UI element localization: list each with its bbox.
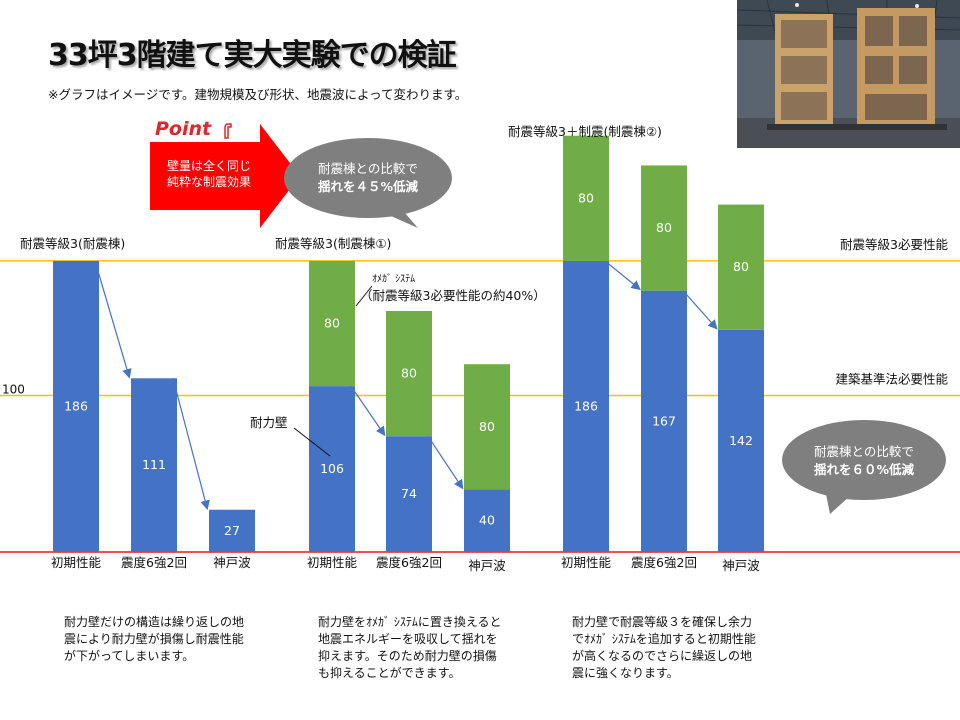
point-label: Point <box>155 118 233 140</box>
data-label: 74 <box>401 486 417 501</box>
data-label: 40 <box>479 513 495 528</box>
x-tick-label: 震度6強2回 <box>121 555 187 570</box>
explanation-1: 耐力壁だけの構造は繰り返しの地震により耐力壁が損傷し耐震性能が下がってしまいます… <box>64 615 245 663</box>
data-label: 27 <box>224 523 240 538</box>
trend-arrow <box>172 378 210 511</box>
bar-segment <box>641 165 687 291</box>
x-tick-label: 震度6強2回 <box>376 555 442 570</box>
data-label: 106 <box>320 461 344 476</box>
bar-segment <box>309 386 355 552</box>
group-title: 耐震等級3(制震棟①) <box>275 236 391 251</box>
page-title: 33坪3階建て実大実験での検証 <box>48 38 457 73</box>
bubble-1-text: 耐震棟との比較で 揺れを４５%低減 <box>290 160 446 196</box>
data-label: 80 <box>578 190 594 205</box>
data-label: 111 <box>142 457 166 472</box>
x-tick-label: 震度6強2回 <box>631 555 697 570</box>
x-tick-label: 神戸波 <box>722 558 760 573</box>
x-tick-label: 神戸波 <box>468 558 506 573</box>
trend-arrow <box>350 385 386 437</box>
chart-note: ※グラフはイメージです。建物規模及び形状、地震波によって変わります。 <box>48 87 468 102</box>
bar-segment <box>718 329 764 552</box>
bubble-1-line2: 揺れを４５%低減 <box>317 179 419 194</box>
data-label: 80 <box>401 366 417 381</box>
bubble-2-line1: 耐震棟との比較で <box>814 444 914 459</box>
point-arrow-text: 壁量は全く同じ 純粋な制震効果 <box>167 159 252 189</box>
speech-bubble-1 <box>284 138 452 228</box>
group-title: 耐震等級3(耐震棟) <box>20 236 125 251</box>
reference-line-label: 建築基準法必要性能 <box>835 372 948 387</box>
data-label: 186 <box>64 398 88 413</box>
test-building-photo <box>737 0 960 148</box>
data-label: 80 <box>324 316 340 331</box>
x-tick-label: 初期性能 <box>307 555 358 570</box>
data-label: 167 <box>652 413 676 428</box>
bubble-2-line2: 揺れを６０%低減 <box>813 462 915 477</box>
bar-segment <box>464 489 510 552</box>
bar-segment <box>309 260 355 387</box>
omega-system-sublabel: （耐震等級3必要性能の約40%） <box>360 288 546 303</box>
bar-segment <box>209 509 255 552</box>
x-tick-label: 初期性能 <box>51 555 102 570</box>
bar-segment <box>53 260 99 552</box>
omega-system-label: ｵﾒｶﾞ ｼｽﾃﾑ <box>372 273 415 285</box>
bar-segment <box>464 364 510 490</box>
bar-segment <box>131 378 177 552</box>
x-tick-label: 初期性能 <box>561 555 612 570</box>
data-label: 142 <box>729 433 753 448</box>
bar-segment <box>641 290 687 552</box>
reference-line-label: 耐震等級3必要性能 <box>840 237 948 252</box>
data-label: 80 <box>479 419 495 434</box>
speech-bubble-2 <box>782 420 946 514</box>
pointer-icon <box>222 122 233 139</box>
trend-arrow <box>682 290 718 330</box>
bar-segment <box>386 436 432 552</box>
trend-arrow <box>604 260 641 291</box>
trend-arrow <box>427 435 464 490</box>
explanation-2: 耐力壁をｵﾒｶﾞ ｼｽﾃﾑに置き換えると地震エネルギーを吸収して揺れを抑えます。… <box>318 615 502 680</box>
bubble-1-line1: 耐震棟との比較で <box>318 161 418 176</box>
explanation-3: 耐力壁で耐震等級３を確保し余力でｵﾒｶﾞ ｼｽﾃﾑを追加すると初期性能が高くなる… <box>572 615 756 680</box>
data-label: 80 <box>656 220 672 235</box>
data-label: 186 <box>574 398 598 413</box>
bar-segment <box>718 204 764 330</box>
y-axis-label: 100 <box>2 383 25 397</box>
wall-callout-line <box>293 427 331 457</box>
x-tick-label: 神戸波 <box>213 555 251 570</box>
bar-segment <box>563 135 609 261</box>
bubble-2-text: 耐震棟との比較で 揺れを６０%低減 <box>786 443 942 479</box>
omega-callout-line <box>355 285 373 307</box>
point-arrow <box>150 124 300 228</box>
wall-label: 耐力壁 <box>250 415 288 430</box>
data-label: 80 <box>733 259 749 274</box>
group-title: 耐震等級3＋制震(制震棟②) <box>508 124 662 139</box>
bar-segment <box>386 310 432 437</box>
bar-segment <box>563 260 609 552</box>
point-label-text: Point <box>155 118 212 140</box>
trend-arrow <box>94 260 132 379</box>
